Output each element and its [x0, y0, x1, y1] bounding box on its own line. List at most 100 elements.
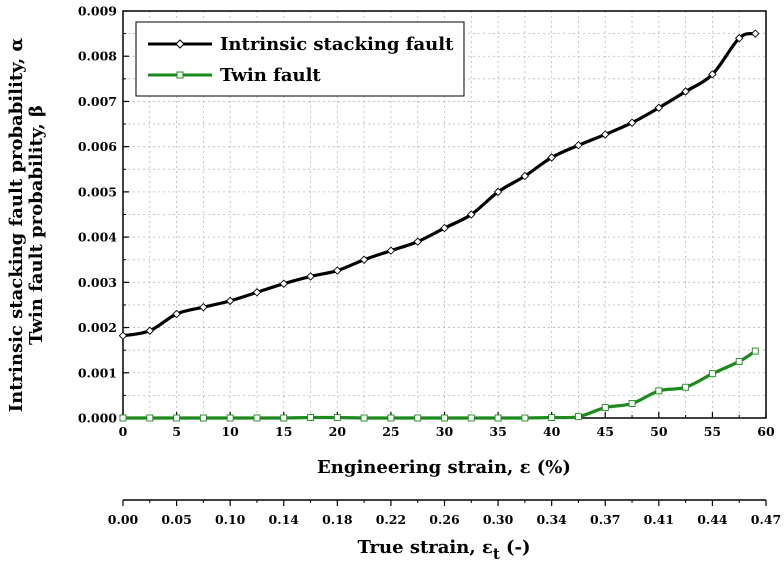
- data-point-isf: [386, 246, 396, 255]
- data-point-twin: [548, 414, 556, 421]
- x-tick-label: 5: [172, 424, 181, 439]
- y-tick-label: 0.008: [78, 49, 117, 64]
- data-point-twin: [682, 383, 690, 391]
- y-tick-label: 0.001: [78, 365, 117, 380]
- legend-marker-isf: [175, 39, 185, 49]
- y-tick-label: 0.005: [78, 184, 117, 199]
- data-point-twin: [751, 347, 759, 355]
- data-point-isf: [627, 118, 637, 127]
- data-point-isf: [601, 130, 610, 139]
- data-point-twin: [467, 414, 475, 422]
- data-point-twin: [601, 404, 609, 412]
- data-point-twin: [119, 414, 127, 422]
- data-point-twin: [226, 414, 234, 422]
- y-tick-label: 0.007: [78, 94, 117, 109]
- secondary-x-axis-title: True strain, εt (-): [357, 537, 530, 563]
- x-tick-label: 20: [329, 424, 347, 439]
- data-point-twin: [575, 413, 582, 421]
- secondary-title-suffix: (-): [500, 537, 531, 558]
- secondary-x-tick-label: 0.44: [697, 512, 728, 527]
- secondary-x-tick-label: 0.14: [269, 512, 300, 527]
- secondary-x-tick-label: 0.00: [108, 512, 139, 527]
- data-point-isf: [734, 33, 744, 43]
- secondary-x-tick-label: 0.05: [161, 512, 191, 527]
- series-twin: [119, 347, 759, 422]
- data-point-isf: [199, 302, 208, 312]
- legend-marker-twin: [176, 71, 184, 79]
- data-point-twin: [735, 358, 743, 365]
- secondary-x-tick-label: 0.34: [536, 512, 567, 527]
- data-point-twin: [628, 400, 636, 407]
- secondary-x-tick-label: 0.26: [429, 512, 460, 527]
- data-point-twin: [414, 414, 422, 422]
- y-tick-label: 0.003: [78, 275, 117, 290]
- data-point-isf: [547, 153, 556, 162]
- x-tick-label: 50: [650, 424, 668, 439]
- data-point-twin: [521, 414, 529, 422]
- secondary-x-tick-label: 0.18: [322, 512, 353, 527]
- y-tick-label: 0.009: [78, 4, 117, 19]
- y-tick-label: 0.002: [78, 320, 117, 335]
- data-point-isf: [751, 29, 760, 38]
- data-point-isf: [708, 70, 717, 79]
- secondary-x-tick-label: 0.10: [215, 512, 246, 527]
- x-axis-title: Engineering strain, ε (%): [317, 457, 571, 478]
- series-isf: [118, 29, 760, 340]
- y-axis: 0.000 0.001 0.002 0.003 0.004 0.005 0.006 0.007…: [78, 4, 129, 426]
- data-point-isf: [279, 279, 288, 288]
- data-point-isf: [654, 103, 664, 113]
- legend-label-isf: Intrinsic stacking fault: [220, 34, 454, 55]
- data-point-twin: [360, 414, 368, 422]
- data-point-twin: [253, 414, 261, 422]
- legend-label-twin: Twin fault: [220, 65, 321, 86]
- y-tick-label: 0.004: [78, 230, 117, 245]
- x-tick-label: 25: [382, 424, 399, 439]
- secondary-x-tick-label: 0.37: [590, 512, 620, 527]
- y-tick-label: 0.000: [78, 411, 117, 426]
- data-point-isf: [574, 141, 583, 150]
- x-tick-label: 45: [597, 424, 614, 439]
- y-axis-title-line2: Twin fault probability, β: [26, 105, 47, 345]
- data-point-twin: [146, 414, 154, 422]
- data-point-isf: [172, 309, 181, 319]
- data-point-twin: [333, 414, 341, 421]
- data-point-isf: [252, 288, 262, 297]
- data-point-twin: [387, 414, 395, 422]
- legend: Intrinsic stacking fault Twin fault: [135, 21, 465, 97]
- x-tick-label: 15: [275, 424, 292, 439]
- data-point-twin: [199, 414, 207, 422]
- secondary-x-axis: 0.00 0.05 0.10 0.14 0.18 0.22 0.26 0.30 0.34 0.37…: [108, 499, 781, 527]
- x-tick-label: 55: [704, 424, 721, 439]
- data-point-isf: [681, 87, 690, 96]
- y-axis-title-line1: Intrinsic stacking fault probability, α: [6, 38, 27, 413]
- data-point-isf: [413, 237, 422, 246]
- data-point-twin: [708, 370, 716, 378]
- x-tick-label: 35: [489, 424, 506, 439]
- data-point-isf: [333, 266, 342, 275]
- series-layer: [118, 29, 760, 422]
- data-point-twin: [173, 414, 181, 422]
- secondary-x-tick-label: 0.30: [483, 512, 514, 527]
- secondary-x-tick-label: 0.47: [751, 512, 781, 527]
- data-point-isf: [306, 272, 315, 281]
- data-point-isf: [493, 187, 503, 197]
- data-point-isf: [145, 326, 155, 335]
- data-point-isf: [467, 210, 476, 219]
- data-point-twin: [441, 414, 448, 422]
- secondary-title-subscript: t: [493, 545, 500, 563]
- data-point-twin: [655, 387, 663, 395]
- y-tick-label: 0.006: [78, 139, 117, 154]
- x-tick-label: 30: [436, 424, 454, 439]
- data-point-twin: [280, 414, 288, 422]
- series-line-twin: [123, 349, 757, 420]
- secondary-x-tick-label: 0.41: [644, 512, 674, 527]
- data-point-isf: [225, 296, 235, 306]
- x-axis: 0 5 10 15 20 25 30 35 40 45 50 55 60: [119, 412, 775, 439]
- x-tick-label: 60: [757, 424, 775, 439]
- data-point-isf: [359, 255, 369, 264]
- secondary-title-main: True strain, ε: [357, 537, 492, 558]
- data-point-twin: [307, 414, 314, 421]
- secondary-x-tick-label: 0.22: [376, 512, 406, 527]
- x-tick-label: 10: [221, 424, 239, 439]
